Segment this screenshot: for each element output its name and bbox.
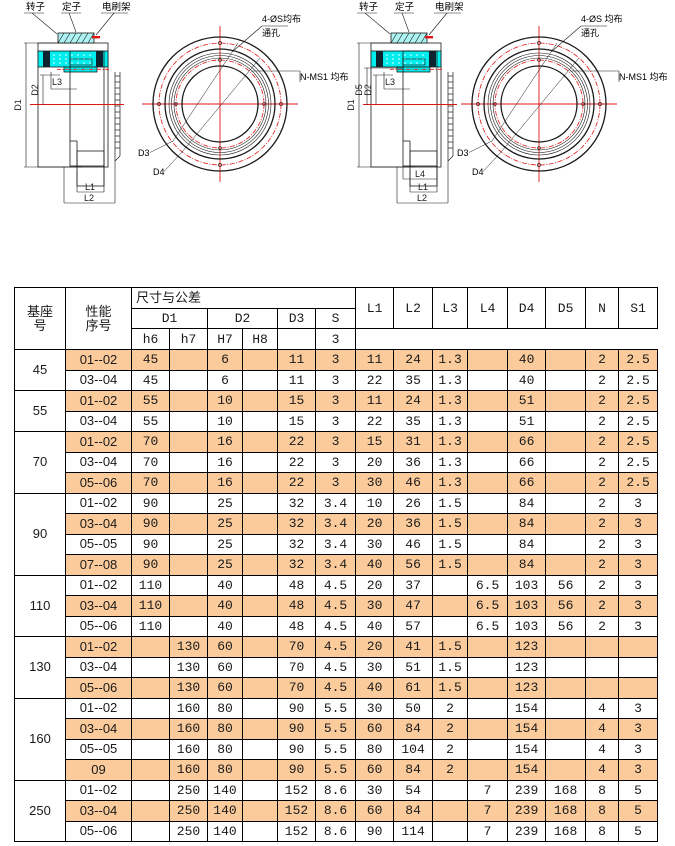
svg-text:通孔: 通孔 [581,28,599,38]
svg-text:N-MS1 均布: N-MS1 均布 [619,71,668,82]
svg-text:D3: D3 [457,148,469,158]
svg-text:D4: D4 [472,167,484,177]
svg-text:定子: 定子 [62,1,82,13]
svg-text:D3: D3 [138,148,150,158]
svg-text:D5: D5 [354,84,364,96]
svg-text:定子: 定子 [395,1,415,13]
svg-text:电刷架: 电刷架 [102,1,131,13]
svg-text:L4: L4 [415,169,425,179]
svg-text:4-ØS均布: 4-ØS均布 [262,13,301,24]
svg-text:转子: 转子 [359,1,379,13]
svg-text:D4: D4 [153,167,165,177]
svg-text:通孔: 通孔 [262,28,280,38]
svg-text:N-MS1 均布: N-MS1 均布 [300,71,349,82]
svg-text:电刷架: 电刷架 [435,1,464,13]
svg-text:转子: 转子 [26,1,46,13]
svg-text:4-ØS 均布: 4-ØS 均布 [581,13,623,24]
